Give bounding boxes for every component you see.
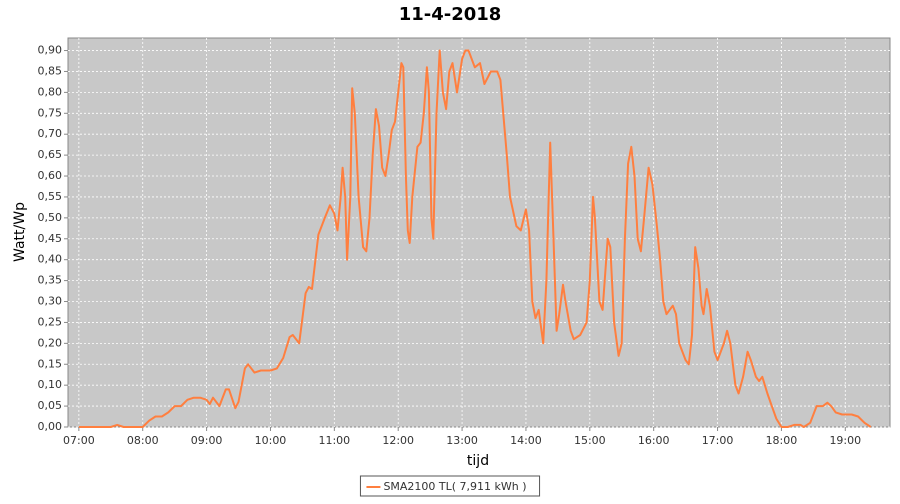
legend-label: SMA2100 TL( 7,911 kWh ) xyxy=(383,480,526,493)
y-tick-label: 0,90 xyxy=(38,44,63,57)
y-tick-label: 0,85 xyxy=(38,64,63,77)
y-tick-label: 0,50 xyxy=(38,211,63,224)
y-tick-label: 0,20 xyxy=(38,336,63,349)
y-tick-label: 0,00 xyxy=(38,420,63,433)
x-tick-label: 09:00 xyxy=(191,434,223,447)
y-tick-label: 0,35 xyxy=(38,274,63,287)
y-tick-label: 0,30 xyxy=(38,295,63,308)
x-tick-label: 14:00 xyxy=(510,434,542,447)
y-tick-label: 0,45 xyxy=(38,232,63,245)
x-axis-title: tijd xyxy=(467,453,489,469)
y-tick-label: 0,60 xyxy=(38,169,63,182)
x-tick-label: 19:00 xyxy=(829,434,861,447)
x-tick-label: 18:00 xyxy=(766,434,798,447)
y-tick-label: 0,65 xyxy=(38,148,63,161)
y-tick-label: 0,40 xyxy=(38,253,63,266)
x-tick-label: 13:00 xyxy=(446,434,478,447)
y-tick-label: 0,75 xyxy=(38,106,63,119)
data-line xyxy=(78,49,872,428)
legend: SMA2100 TL( 7,911 kWh ) xyxy=(359,475,541,497)
x-tick-label: 17:00 xyxy=(702,434,734,447)
legend-box xyxy=(359,475,541,497)
x-tick-label: 15:00 xyxy=(574,434,606,447)
y-tick-label: 0,05 xyxy=(38,399,63,412)
y-tick-label: 0,55 xyxy=(38,190,63,203)
x-tick-label: 07:00 xyxy=(63,434,95,447)
x-tick-label: 10:00 xyxy=(255,434,287,447)
x-tick-label: 12:00 xyxy=(382,434,414,447)
y-axis-title: Watt/Wp xyxy=(12,202,28,262)
chart-title: 11-4-2018 xyxy=(399,4,502,25)
x-tick-label: 11:00 xyxy=(318,434,350,447)
y-tick-label: 0,10 xyxy=(38,378,63,391)
y-tick-label: 0,80 xyxy=(38,85,63,98)
plot-area xyxy=(67,37,891,428)
x-tick-label: 16:00 xyxy=(638,434,670,447)
x-tick-label: 08:00 xyxy=(127,434,159,447)
y-tick-label: 0,70 xyxy=(38,127,63,140)
y-tick-label: 0,25 xyxy=(38,315,63,328)
y-tick-label: 0,15 xyxy=(38,357,63,370)
